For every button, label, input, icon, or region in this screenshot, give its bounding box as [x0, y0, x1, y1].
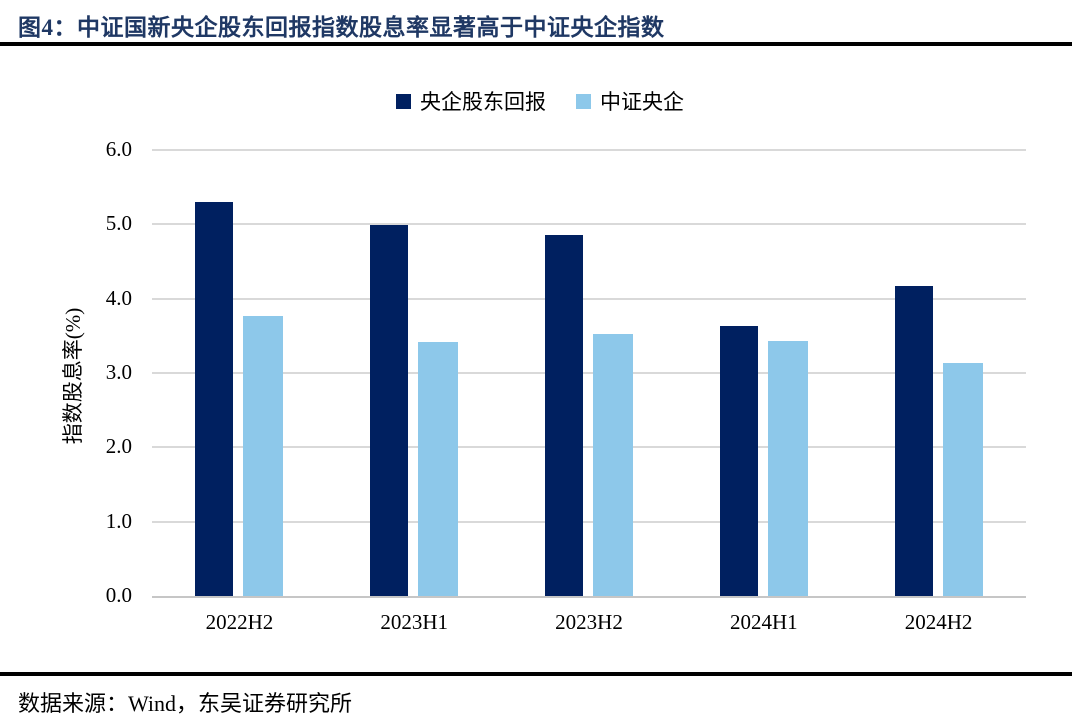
y-tick-label: 1.0 [105, 508, 132, 533]
gridline [152, 372, 1026, 374]
x-tick-label: 2022H2 [205, 610, 274, 634]
footer-divider-line [0, 672, 1072, 676]
bar-中证央企-2024H1 [767, 341, 808, 596]
legend-label: 央企股东回报 [420, 90, 546, 114]
bar-group-2024H2 [851, 150, 1026, 596]
gridline [152, 223, 1026, 226]
bar-group-2024H1 [676, 150, 851, 596]
legend-swatch-icon [576, 93, 591, 109]
bar-group-2022H2 [152, 150, 327, 596]
bar-中证央企-2023H1 [418, 341, 459, 596]
legend-label: 中证央企 [600, 90, 684, 114]
x-tick-label: 2023H1 [380, 610, 449, 634]
legend-item-1: 中证央企 [576, 86, 684, 116]
bar-央企股东回报-2024H1 [719, 326, 758, 596]
data-source-note: 数据来源：Wind，东吴证券研究所 [18, 691, 352, 716]
x-tick-label: 2023H2 [555, 610, 623, 634]
gridline [152, 520, 1026, 523]
bar-group-2023H1 [327, 150, 502, 596]
figure-title: 图4：中证国新央企股东回报指数股息率显著高于中证央企指数 [18, 15, 665, 40]
legend: 央企股东回报 中证央企 [0, 86, 1080, 116]
plot-area [152, 149, 1026, 598]
gridline [152, 149, 1026, 151]
legend-item-0: 央企股东回报 [396, 86, 546, 116]
x-tick-label: 2024H2 [904, 610, 973, 634]
y-tick-label: 5.0 [105, 211, 132, 236]
y-tick-label: 2.0 [105, 434, 132, 459]
y-tick-label: 0.0 [105, 583, 132, 607]
bar-央企股东回报-2022H2 [195, 202, 234, 596]
bar-group-2023H2 [502, 150, 677, 596]
y-tick-label: 4.0 [105, 285, 132, 310]
gridline [152, 297, 1026, 300]
legend-swatch-icon [396, 93, 411, 109]
y-tick-label: 6.0 [105, 137, 132, 161]
bar-中证央企-2024H2 [942, 363, 983, 596]
bar-中证央企-2022H2 [243, 315, 284, 596]
title-divider-line [0, 42, 1072, 46]
bar-中证央企-2023H2 [592, 334, 633, 596]
bar-央企股东回报-2023H1 [370, 225, 409, 596]
y-tick-label: 3.0 [105, 360, 132, 384]
x-tick-label: 2024H1 [729, 610, 798, 634]
gridline [152, 446, 1026, 449]
bar-央企股东回报-2024H2 [894, 286, 933, 596]
bar-央企股东回报-2023H2 [544, 235, 583, 596]
